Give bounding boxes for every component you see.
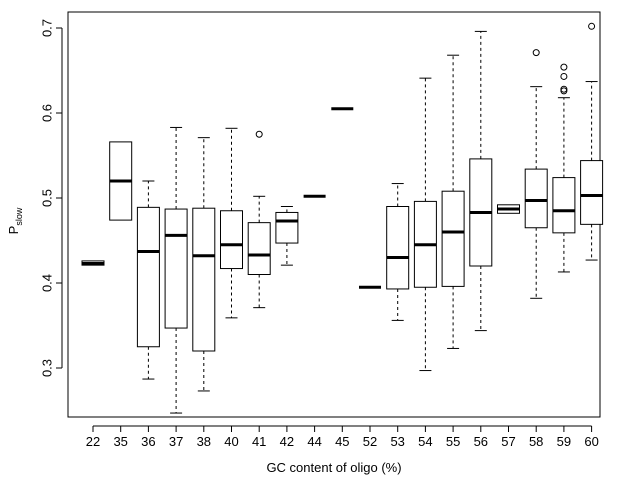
y-axis-title-subscript: slow (14, 207, 24, 226)
box-body (441, 190, 465, 287)
x-tick-label: 42 (280, 434, 294, 449)
box-56 (469, 30, 493, 332)
x-tick-label: 37 (169, 434, 183, 449)
x-tick-label: 38 (197, 434, 211, 449)
outlier-point (560, 85, 568, 93)
x-tick-label: 57 (501, 434, 515, 449)
box-41 (247, 130, 271, 309)
outlier-point (588, 22, 596, 30)
box-38 (192, 137, 216, 392)
box-35 (109, 141, 133, 221)
box-body (164, 208, 188, 329)
x-tick-label: 56 (474, 434, 488, 449)
box-body (386, 206, 410, 290)
x-tick-label: 55 (446, 434, 460, 449)
box-body (552, 177, 576, 234)
box-55 (441, 54, 465, 349)
x-tick-label: 40 (224, 434, 238, 449)
x-tick-label: 41 (252, 434, 266, 449)
x-axis-title: GC content of oligo (%) (266, 460, 401, 475)
outlier-point (532, 49, 540, 57)
x-tick-label: 60 (584, 434, 598, 449)
y-tick-label: 0.4 (39, 274, 54, 292)
y-axis-title-main: P (6, 226, 21, 235)
box-57 (497, 204, 520, 214)
box-40 (220, 127, 243, 319)
box-body (192, 207, 216, 352)
y-tick-label: 0.7 (39, 19, 54, 37)
x-tick-label: 22 (86, 434, 100, 449)
box-42 (275, 206, 299, 266)
box-53 (386, 183, 410, 321)
box-59 (552, 63, 576, 273)
y-axis: 0.3 0.4 0.5 0.6 0.7 (39, 19, 63, 377)
y-tick-label: 0.5 (39, 189, 54, 207)
x-tick-label: 58 (529, 434, 543, 449)
outlier-point (560, 72, 568, 80)
box-58 (524, 49, 548, 299)
box-body (524, 168, 548, 229)
x-tick-label: 53 (390, 434, 404, 449)
box-body (220, 210, 243, 270)
box-37 (164, 126, 188, 414)
x-tick-label: 45 (335, 434, 349, 449)
y-axis-title: Pslow (6, 207, 24, 234)
y-tick-label: 0.6 (39, 104, 54, 122)
box-36 (136, 180, 160, 380)
x-tick-label: 35 (113, 434, 127, 449)
x-axis: 22 35 36 37 38 40 41 42 44 45 52 53 54 55 56 57 58 59 60 (86, 425, 599, 449)
box-54 (413, 77, 437, 372)
outlier-point (560, 63, 568, 71)
x-tick-label: 59 (557, 434, 571, 449)
box-22 (81, 260, 105, 266)
box-body (136, 206, 160, 348)
x-tick-label: 44 (307, 434, 321, 449)
box-body (247, 222, 271, 275)
outlier-point (255, 130, 263, 138)
x-tick-label: 54 (418, 434, 432, 449)
box-body (580, 160, 604, 225)
y-tick-label: 0.3 (39, 359, 54, 377)
box-60 (580, 22, 604, 261)
x-tick-label: 52 (363, 434, 377, 449)
x-tick-label: 36 (141, 434, 155, 449)
box-body (275, 211, 299, 244)
boxes-group (81, 22, 604, 414)
